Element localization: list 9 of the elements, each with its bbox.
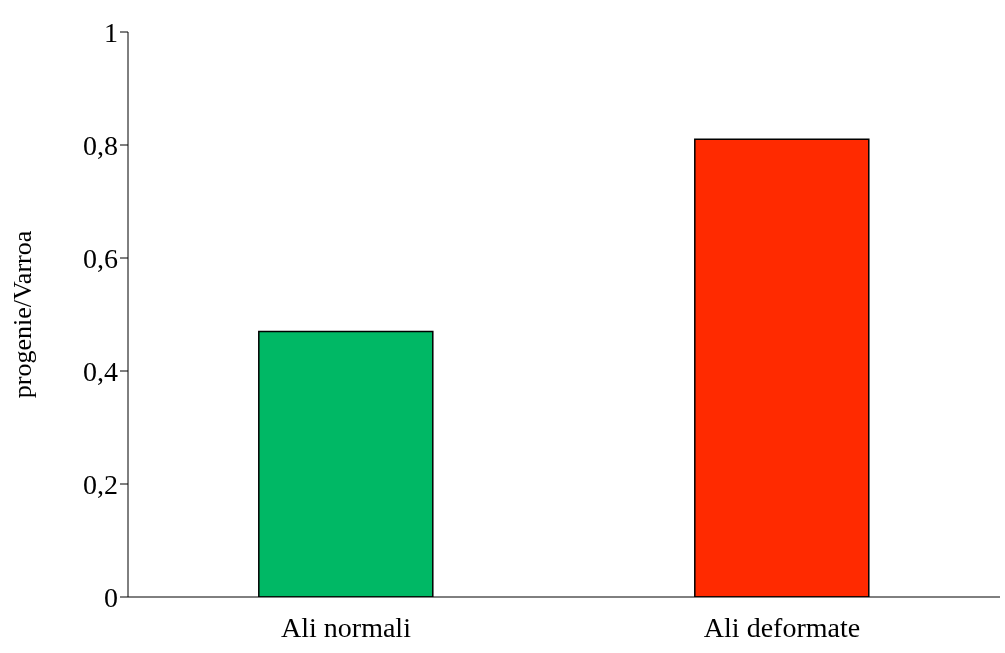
x-tick-label: Ali deformate (703, 611, 861, 643)
x-tick-label: Ali normali (281, 611, 412, 643)
y-tick-label: 0 (104, 581, 118, 613)
y-tick-label: 0,8 (83, 129, 118, 161)
y-axis-title: progenie/Varroa (8, 230, 38, 399)
y-tick-label: 0,4 (83, 355, 118, 387)
y-tick-label: 0,2 (83, 468, 118, 500)
y-tick-label: 1 (104, 16, 118, 48)
y-tick-label: 0,6 (83, 242, 118, 274)
